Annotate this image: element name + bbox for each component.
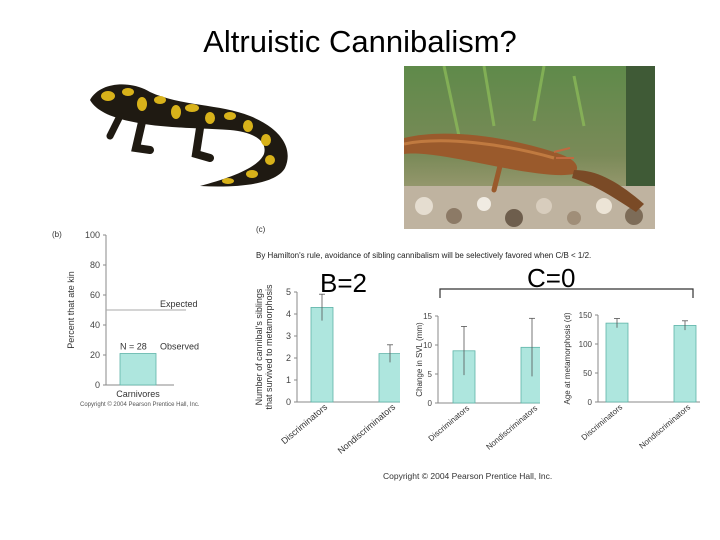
x-tick-label: Discriminators [279,402,329,447]
copyright-small: Copyright © 2004 Pearson Prentice Hall, … [80,402,200,408]
hamilton-rule-text: By Hamilton's rule, avoidance of sibling… [256,251,592,260]
y-axis-label: Percent that ate kin [66,271,76,349]
cost-bracket [439,288,694,298]
y-tick-label: 50 [583,369,592,378]
x-tick-label: Nondiscriminators [336,402,398,456]
y-tick-label: 100 [579,340,593,349]
panel-c-tag: (c) [256,225,266,234]
bar [605,322,629,403]
x-tick-label: Discriminators [427,404,472,443]
y-tick-label: 60 [90,290,100,300]
y-tick-label: 10 [423,341,432,350]
salamander-body [90,84,288,187]
chart-siblings-survived: 0 1 2 3 4 5 Number of cannibal's siblings that … [254,284,400,456]
cannibal-larva-photo [404,66,655,229]
bar [378,353,400,403]
cost-label: C=0 [527,263,576,293]
larva [404,133,644,212]
y-tick-label: 150 [579,311,593,320]
x-tick-label: Carnivores [116,389,160,399]
y-tick-label: 5 [286,287,291,297]
x-tick-label: Nondiscriminators [637,403,692,451]
y-tick-label: 0 [428,399,433,408]
y-tick-label: 3 [286,331,291,341]
panel-b-tag: (b) [52,230,62,239]
benefit-label: B=2 [320,268,367,298]
bar [119,353,157,386]
bar [673,325,697,403]
y-tick-label: 0 [588,398,593,407]
y-axis-label-line2: that survived to metamorphosis [264,284,274,410]
y-tick-label: 1 [286,375,291,385]
y-axis-label: Change in SVL (mm) [415,322,424,397]
observed-label: Observed [160,342,199,352]
expected-label: Expected [160,299,198,309]
y-tick-label: 4 [286,309,291,319]
bar [520,346,540,404]
y-tick-label: 0 [286,397,291,407]
x-tick-label: Nondiscriminators [484,404,539,452]
chart-percent-ate-kin: 0 20 40 60 80 100 Percent that ate kin Expected… [66,230,199,399]
chart-age-metamorphosis: 0 50 100 150 Age at metamorphosis (d) Discrim… [563,311,700,451]
y-tick-label: 2 [286,353,291,363]
y-tick-label: 0 [95,380,100,390]
copyright-main: Copyright © 2004 Pearson Prentice Hall, … [383,471,553,481]
y-tick-label: 20 [90,350,100,360]
y-axis-label-line1: Number of cannibal's siblings [254,288,264,405]
y-tick-label: 40 [90,320,100,330]
tiger-salamander-photo [90,84,288,187]
x-tick-label: Discriminators [580,403,625,442]
slide-title: Altruistic Cannibalism? [203,24,517,59]
sample-size-label: N = 28 [120,342,147,352]
y-axis-label: Age at metamorphosis (d) [563,312,572,404]
y-tick-label: 5 [428,370,433,379]
bar [310,306,334,403]
y-tick-label: 80 [90,260,100,270]
y-tick-label: 15 [423,312,432,321]
y-tick-label: 100 [85,230,100,240]
